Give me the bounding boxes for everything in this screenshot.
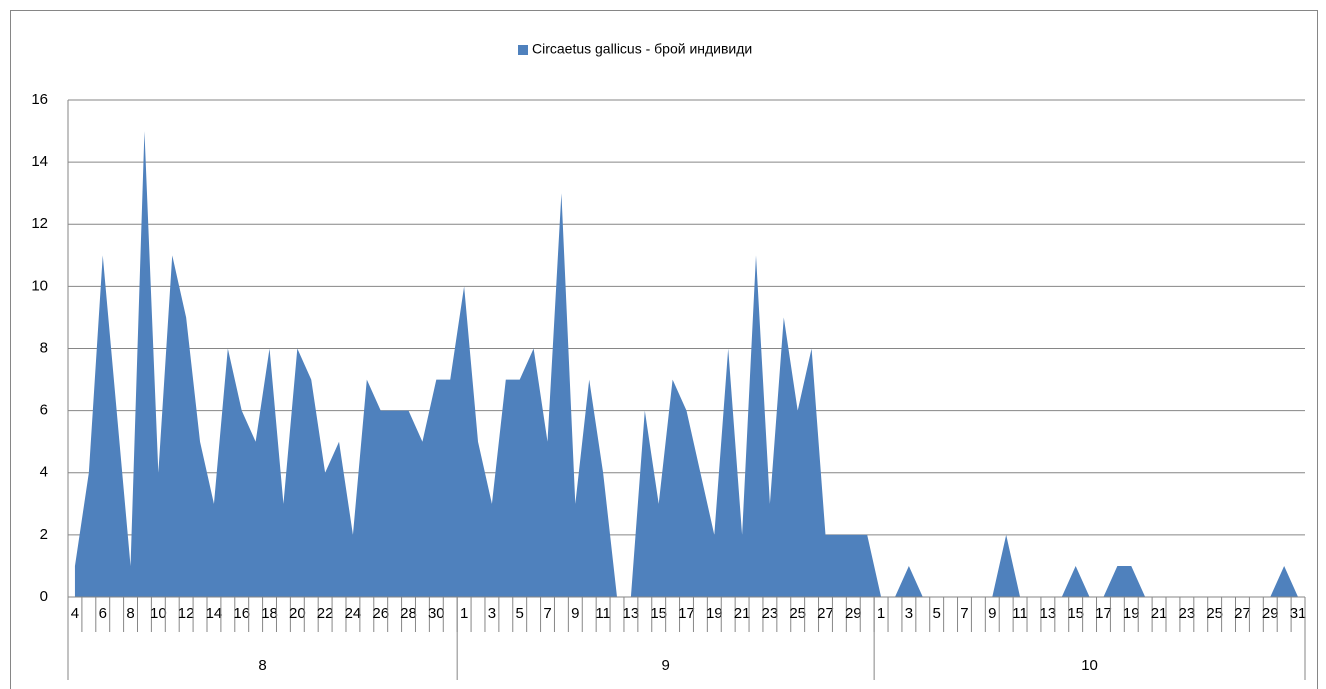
y-tick-label: 10 bbox=[31, 277, 48, 294]
x-tick-label: 17 bbox=[678, 605, 695, 622]
x-tick-label: 5 bbox=[933, 605, 941, 622]
x-tick-label: 29 bbox=[845, 605, 862, 622]
x-tick-label: 6 bbox=[99, 605, 107, 622]
y-tick-label: 0 bbox=[40, 588, 48, 605]
x-tick-label: 21 bbox=[734, 605, 751, 622]
x-tick-label: 15 bbox=[650, 605, 667, 622]
x-tick-label: 13 bbox=[623, 605, 640, 622]
x-tick-label: 7 bbox=[960, 605, 968, 622]
x-tick-label: 1 bbox=[877, 605, 885, 622]
x-tick-label: 11 bbox=[595, 605, 611, 622]
x-tick-label: 14 bbox=[206, 605, 223, 622]
y-tick-label: 12 bbox=[31, 215, 48, 232]
x-tick-label: 9 bbox=[988, 605, 996, 622]
x-tick-label: 31 bbox=[1290, 605, 1307, 622]
group-label: 9 bbox=[661, 657, 669, 674]
x-tick-label: 26 bbox=[372, 605, 389, 622]
y-tick-label: 6 bbox=[40, 402, 48, 419]
x-tick-label: 27 bbox=[1234, 605, 1251, 622]
y-tick-label: 16 bbox=[31, 91, 48, 108]
x-tick-label: 25 bbox=[789, 605, 806, 622]
x-tick-label: 19 bbox=[1123, 605, 1140, 622]
x-tick-label: 10 bbox=[150, 605, 167, 622]
x-tick-label: 28 bbox=[400, 605, 417, 622]
y-tick-label: 14 bbox=[31, 153, 48, 170]
x-tick-label: 23 bbox=[1179, 605, 1196, 622]
x-tick-label: 25 bbox=[1206, 605, 1223, 622]
x-tick-label: 19 bbox=[706, 605, 723, 622]
x-tick-label: 21 bbox=[1151, 605, 1168, 622]
x-tick-label: 29 bbox=[1262, 605, 1279, 622]
x-tick-label: 30 bbox=[428, 605, 445, 622]
y-tick-label: 8 bbox=[40, 339, 48, 356]
y-tick-label: 2 bbox=[40, 526, 48, 543]
x-tick-label: 20 bbox=[289, 605, 306, 622]
area bbox=[74, 131, 1326, 597]
x-tick-label: 7 bbox=[543, 605, 551, 622]
x-tick-label: 1 bbox=[460, 605, 468, 622]
legend-swatch bbox=[518, 45, 528, 55]
x-tick-label: 27 bbox=[817, 605, 834, 622]
legend-label: Circaetus gallicus - брой индивиди bbox=[532, 41, 752, 57]
x-tick-label: 4 bbox=[71, 605, 79, 622]
x-tick-label: 9 bbox=[571, 605, 579, 622]
group-label: 10 bbox=[1081, 657, 1098, 674]
x-tick-label: 17 bbox=[1095, 605, 1112, 622]
x-tick-label: 16 bbox=[233, 605, 250, 622]
x-tick-label: 15 bbox=[1067, 605, 1084, 622]
x-tick-label: 18 bbox=[261, 605, 278, 622]
group-label: 8 bbox=[258, 657, 266, 674]
x-tick-label: 23 bbox=[762, 605, 779, 622]
x-tick-label: 13 bbox=[1040, 605, 1057, 622]
x-tick-label: 22 bbox=[317, 605, 334, 622]
x-tick-label: 24 bbox=[345, 605, 362, 622]
x-tick-label: 3 bbox=[488, 605, 496, 622]
x-tick-label: 12 bbox=[178, 605, 195, 622]
y-tick-label: 4 bbox=[40, 464, 48, 481]
x-tick-label: 11 bbox=[1012, 605, 1028, 622]
x-tick-label: 8 bbox=[126, 605, 134, 622]
x-tick-label: 3 bbox=[905, 605, 913, 622]
x-tick-label: 5 bbox=[516, 605, 524, 622]
